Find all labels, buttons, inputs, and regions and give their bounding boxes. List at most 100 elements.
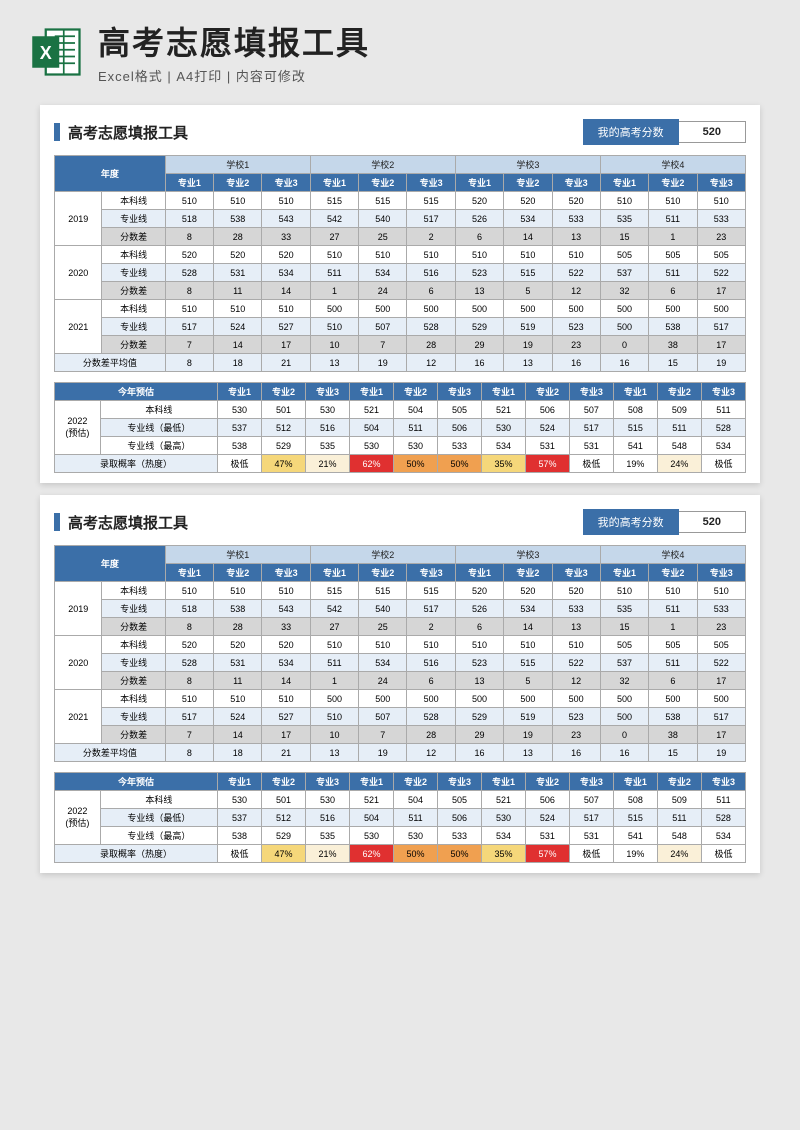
data-cell: 538 bbox=[214, 600, 262, 618]
data-cell: 28 bbox=[214, 228, 262, 246]
row-label: 本科线 bbox=[102, 246, 165, 264]
data-cell: 527 bbox=[262, 318, 310, 336]
data-cell: 17 bbox=[697, 336, 745, 354]
school-header: 学校3 bbox=[455, 156, 600, 174]
history-table: 年度学校1学校2学校3学校4专业1专业2专业3专业1专业2专业3专业1专业2专业… bbox=[54, 545, 746, 762]
data-cell: 510 bbox=[359, 246, 407, 264]
school-header: 学校4 bbox=[600, 546, 745, 564]
data-cell: 515 bbox=[504, 264, 552, 282]
data-cell: 533 bbox=[697, 600, 745, 618]
data-cell: 540 bbox=[359, 210, 407, 228]
major-header: 专业3 bbox=[262, 564, 310, 582]
data-cell: 13 bbox=[455, 672, 503, 690]
data-cell: 28 bbox=[214, 618, 262, 636]
data-cell: 500 bbox=[600, 690, 648, 708]
prob-label: 录取概率（热度） bbox=[55, 455, 218, 473]
page-title: 高考志愿填报工具 bbox=[68, 122, 583, 143]
data-cell: 1 bbox=[310, 672, 358, 690]
data-cell: 500 bbox=[455, 690, 503, 708]
data-cell: 534 bbox=[262, 654, 310, 672]
year-cell: 2021 bbox=[55, 690, 102, 744]
page-title: 高考志愿填报工具 bbox=[68, 512, 583, 533]
prob-cell: 35% bbox=[481, 455, 525, 473]
data-cell: 520 bbox=[504, 192, 552, 210]
row-label: 分数差 bbox=[102, 228, 165, 246]
major-header: 专业3 bbox=[552, 564, 600, 582]
data-cell: 510 bbox=[697, 582, 745, 600]
prob-cell: 57% bbox=[525, 845, 569, 863]
data-cell: 6 bbox=[649, 672, 697, 690]
data-cell: 534 bbox=[504, 210, 552, 228]
data-cell: 32 bbox=[600, 672, 648, 690]
year-cell: 2020 bbox=[55, 636, 102, 690]
data-cell: 17 bbox=[697, 672, 745, 690]
data-cell: 517 bbox=[697, 708, 745, 726]
data-cell: 510 bbox=[600, 192, 648, 210]
history-table: 年度学校1学校2学校3学校4专业1专业2专业3专业1专业2专业3专业1专业2专业… bbox=[54, 155, 746, 372]
forecast-year: 2022(预估) bbox=[55, 401, 101, 455]
data-cell: 510 bbox=[214, 192, 262, 210]
data-cell: 505 bbox=[697, 636, 745, 654]
data-cell: 500 bbox=[600, 318, 648, 336]
data-cell: 17 bbox=[262, 336, 310, 354]
avg-label: 分数差平均值 bbox=[55, 744, 166, 762]
avg-cell: 15 bbox=[649, 744, 697, 762]
data-cell: 500 bbox=[310, 300, 358, 318]
data-cell: 529 bbox=[455, 708, 503, 726]
major-header: 专业1 bbox=[310, 174, 358, 192]
data-cell: 14 bbox=[214, 336, 262, 354]
data-cell: 542 bbox=[310, 600, 358, 618]
data-cell: 500 bbox=[649, 300, 697, 318]
score-value[interactable]: 520 bbox=[679, 511, 746, 533]
row-label: 本科线 bbox=[102, 192, 165, 210]
data-cell: 522 bbox=[697, 264, 745, 282]
data-cell: 500 bbox=[552, 300, 600, 318]
data-cell: 29 bbox=[455, 726, 503, 744]
school-header: 学校1 bbox=[165, 156, 310, 174]
major-header: 专业3 bbox=[697, 174, 745, 192]
data-cell: 534 bbox=[359, 264, 407, 282]
data-cell: 519 bbox=[504, 708, 552, 726]
data-cell: 500 bbox=[504, 300, 552, 318]
forecast-table: 今年预估专业1专业2专业3专业1专业2专业3专业1专业2专业3专业1专业2专业3… bbox=[54, 382, 746, 473]
data-cell: 500 bbox=[600, 708, 648, 726]
major-header: 专业3 bbox=[407, 174, 455, 192]
data-cell: 510 bbox=[504, 636, 552, 654]
data-cell: 17 bbox=[697, 282, 745, 300]
data-cell: 15 bbox=[600, 228, 648, 246]
data-cell: 520 bbox=[552, 582, 600, 600]
data-cell: 510 bbox=[310, 318, 358, 336]
data-cell: 529 bbox=[455, 318, 503, 336]
data-cell: 500 bbox=[359, 300, 407, 318]
data-cell: 11 bbox=[214, 282, 262, 300]
data-cell: 6 bbox=[407, 672, 455, 690]
major-header: 专业1 bbox=[600, 564, 648, 582]
year-cell: 2021 bbox=[55, 300, 102, 354]
data-cell: 537 bbox=[600, 654, 648, 672]
row-label: 专业线 bbox=[102, 264, 165, 282]
data-cell: 10 bbox=[310, 336, 358, 354]
row-label: 分数差 bbox=[102, 618, 165, 636]
major-header: 专业2 bbox=[359, 564, 407, 582]
row-label: 分数差 bbox=[102, 726, 165, 744]
data-cell: 542 bbox=[310, 210, 358, 228]
data-cell: 510 bbox=[697, 192, 745, 210]
data-cell: 515 bbox=[407, 192, 455, 210]
data-cell: 511 bbox=[649, 264, 697, 282]
prob-cell: 50% bbox=[437, 455, 481, 473]
data-cell: 14 bbox=[504, 618, 552, 636]
school-header: 学校2 bbox=[310, 546, 455, 564]
score-label: 我的高考分数 bbox=[583, 119, 679, 145]
data-cell: 515 bbox=[310, 192, 358, 210]
avg-cell: 13 bbox=[310, 354, 358, 372]
prob-cell: 极低 bbox=[218, 455, 262, 473]
data-cell: 510 bbox=[214, 582, 262, 600]
row-label: 本科线 bbox=[102, 300, 165, 318]
school-header: 学校2 bbox=[310, 156, 455, 174]
avg-cell: 12 bbox=[407, 744, 455, 762]
data-cell: 535 bbox=[600, 600, 648, 618]
major-header: 专业1 bbox=[600, 174, 648, 192]
avg-label: 分数差平均值 bbox=[55, 354, 166, 372]
data-cell: 510 bbox=[165, 192, 213, 210]
score-value[interactable]: 520 bbox=[679, 121, 746, 143]
